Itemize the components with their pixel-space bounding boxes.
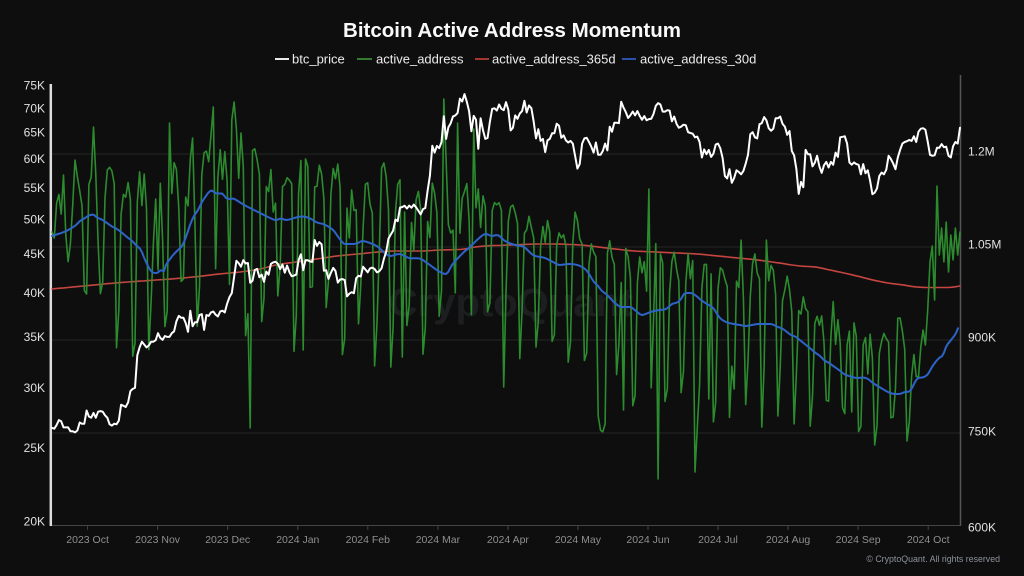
svg-text:CryptoQuant: CryptoQuant	[389, 281, 633, 325]
svg-text:1.2M: 1.2M	[968, 145, 995, 159]
svg-text:btc_price: btc_price	[292, 52, 345, 67]
svg-text:20K: 20K	[24, 515, 45, 529]
svg-text:2024 Sep: 2024 Sep	[836, 534, 881, 546]
svg-text:70K: 70K	[24, 101, 45, 115]
svg-text:2024 Jan: 2024 Jan	[276, 534, 319, 546]
svg-text:55K: 55K	[24, 181, 45, 195]
svg-text:2023 Dec: 2023 Dec	[205, 534, 250, 546]
svg-text:2024 May: 2024 May	[555, 534, 602, 546]
svg-text:600K: 600K	[968, 521, 996, 535]
svg-text:40K: 40K	[24, 286, 45, 300]
svg-text:active_address_30d: active_address_30d	[640, 52, 756, 67]
svg-text:35K: 35K	[24, 330, 45, 344]
svg-text:2023 Nov: 2023 Nov	[135, 534, 181, 546]
svg-text:active_address: active_address	[376, 52, 464, 67]
svg-text:© CryptoQuant. All rights rese: © CryptoQuant. All rights reserved	[866, 554, 1000, 564]
svg-text:2024 Aug: 2024 Aug	[766, 534, 811, 546]
svg-text:2024 Feb: 2024 Feb	[346, 534, 391, 546]
svg-text:25K: 25K	[24, 441, 45, 455]
svg-text:2024 Mar: 2024 Mar	[416, 534, 461, 546]
svg-text:2024 Jun: 2024 Jun	[626, 534, 669, 546]
svg-text:30K: 30K	[24, 381, 45, 395]
svg-text:2024 Oct: 2024 Oct	[907, 534, 950, 546]
svg-text:active_address_365d: active_address_365d	[492, 52, 616, 67]
svg-text:2023 Oct: 2023 Oct	[66, 534, 109, 546]
svg-text:75K: 75K	[24, 79, 45, 93]
svg-text:2024 Jul: 2024 Jul	[698, 534, 738, 546]
svg-text:750K: 750K	[968, 425, 996, 439]
svg-text:60K: 60K	[24, 152, 45, 166]
svg-text:Bitcoin Active Address Momentu: Bitcoin Active Address Momentum	[343, 19, 681, 42]
svg-text:50K: 50K	[24, 212, 45, 226]
svg-text:900K: 900K	[968, 331, 996, 345]
svg-text:2024 Apr: 2024 Apr	[487, 534, 530, 546]
svg-text:1.05M: 1.05M	[968, 238, 1001, 252]
svg-text:45K: 45K	[24, 247, 45, 261]
svg-text:65K: 65K	[24, 126, 45, 140]
